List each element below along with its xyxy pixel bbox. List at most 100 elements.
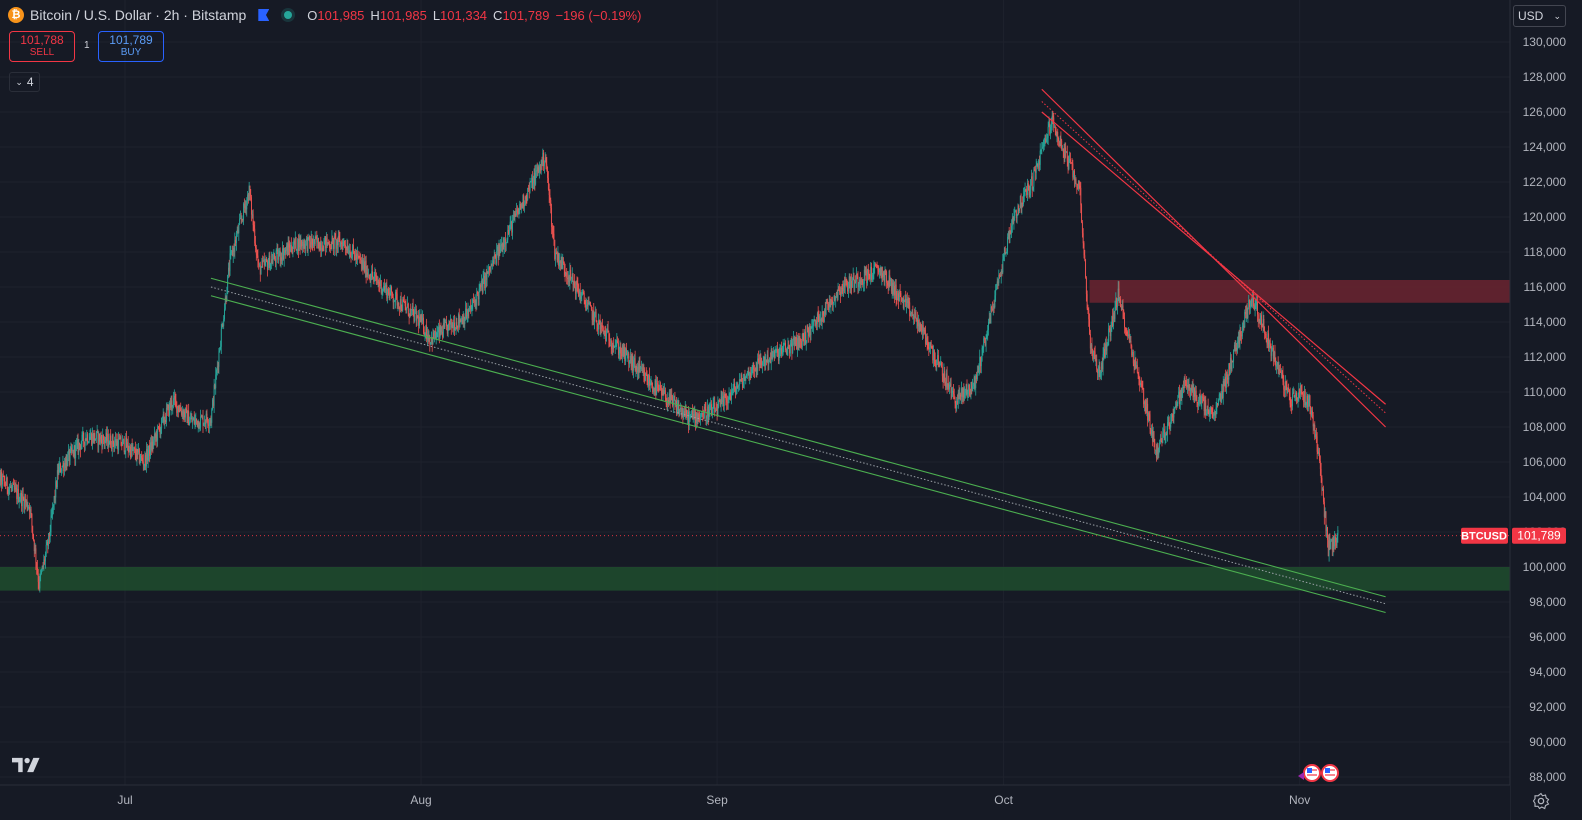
time-axis[interactable]: Jul Aug Sep Oct Nov: [0, 784, 1510, 820]
candle-body: [21, 492, 22, 507]
candle-body: [329, 247, 331, 249]
candle-body: [767, 354, 769, 365]
candle-body: [221, 324, 223, 329]
candle-body: [788, 345, 790, 346]
candle-body: [815, 320, 817, 326]
candle-body: [1111, 316, 1113, 329]
price-tick-label: 90,000: [1529, 735, 1566, 749]
candle-body: [1137, 372, 1139, 375]
candle-body: [1139, 379, 1141, 386]
sell-button[interactable]: 101,788 SELL: [9, 31, 75, 62]
candle-body: [843, 283, 845, 288]
candle-body: [812, 326, 814, 328]
candle-body: [1039, 150, 1041, 165]
candle-body: [558, 253, 560, 267]
candle-body: [429, 336, 431, 345]
candle-body: [824, 309, 825, 317]
candle-body: [1300, 385, 1302, 391]
candle-body: [172, 405, 174, 407]
candle-body: [712, 403, 714, 409]
candle-body: [1263, 318, 1265, 331]
settings-icon[interactable]: [1532, 792, 1550, 810]
candle-body: [119, 436, 121, 440]
candle-body: [906, 299, 908, 303]
price-axis[interactable]: 130,000128,000126,000124,000122,000120,0…: [1509, 0, 1582, 820]
candle-body: [1331, 539, 1332, 541]
candle-body: [828, 301, 830, 311]
candle-body: [1143, 387, 1145, 405]
candle-body: [417, 315, 419, 317]
candle-body: [152, 441, 154, 446]
trendlines[interactable]: [0, 88, 1510, 614]
candle-body: [1277, 362, 1279, 370]
candle-body: [785, 349, 787, 354]
candle-body: [1198, 393, 1200, 400]
candle-body: [913, 316, 915, 319]
candle-body: [596, 321, 598, 324]
candle-body: [856, 273, 858, 277]
candle-body: [33, 534, 34, 541]
candle-body: [825, 301, 827, 315]
candle-body: [684, 408, 686, 417]
indicators-toggle-button[interactable]: ⌄ 4: [9, 72, 40, 92]
candle-body: [678, 405, 680, 416]
candle-body: [1070, 162, 1072, 164]
candle-body: [953, 391, 954, 395]
candle-body: [1287, 387, 1289, 394]
candle-body: [797, 338, 799, 350]
candle-body: [161, 417, 163, 429]
candle-body: [312, 244, 314, 247]
candle-body: [943, 371, 945, 382]
candle-body: [980, 360, 982, 367]
candle-body: [1280, 372, 1282, 374]
candle-body: [302, 241, 304, 249]
candle-body: [765, 359, 767, 366]
candle-body: [69, 449, 71, 462]
candle-body: [389, 292, 391, 298]
candle-body: [1086, 294, 1088, 309]
candle-body: [1092, 350, 1094, 359]
candle-body: [1144, 401, 1146, 407]
candle-body: [1066, 151, 1067, 153]
candle-body: [379, 284, 381, 287]
candle-body: [960, 394, 962, 397]
candle-body: [1002, 259, 1004, 273]
candle-body: [755, 366, 757, 371]
candle-body: [965, 384, 967, 392]
candle-body: [485, 272, 486, 289]
candle-body: [32, 525, 34, 535]
flag-icon[interactable]: [258, 9, 270, 21]
candle-body: [836, 291, 838, 298]
candle-body: [641, 367, 642, 369]
candle-body: [967, 390, 969, 395]
candle-body: [1289, 392, 1291, 405]
currency-select[interactable]: USD ⌄: [1513, 5, 1566, 27]
candle-body: [881, 273, 883, 278]
buy-button[interactable]: 101,789 BUY: [98, 31, 164, 62]
price-tick-label: 100,000: [1523, 560, 1567, 574]
candle-body: [274, 258, 276, 263]
candle-body: [875, 264, 876, 266]
candle-body: [235, 235, 237, 244]
candle-body: [48, 533, 50, 546]
candle-body: [1327, 539, 1329, 556]
candle-body: [1094, 351, 1096, 361]
candle-body: [479, 285, 481, 289]
candle-body: [255, 243, 256, 248]
candle-body: [957, 392, 959, 404]
candle-body: [65, 458, 67, 469]
candle-body: [777, 349, 779, 353]
candle-body: [743, 377, 745, 382]
candle-body: [519, 204, 521, 209]
tradingview-logo-icon[interactable]: [12, 756, 44, 774]
candle-body: [934, 359, 936, 365]
candle-body: [554, 239, 556, 259]
candle-body: [1025, 190, 1027, 192]
candle-body: [977, 370, 979, 373]
candle-body: [547, 167, 549, 178]
candle-body: [532, 177, 533, 189]
candle-body: [130, 444, 132, 458]
symbol-title[interactable]: Bitcoin / U.S. Dollar · 2h · Bitstamp: [30, 7, 247, 23]
candle-body: [1301, 390, 1303, 395]
